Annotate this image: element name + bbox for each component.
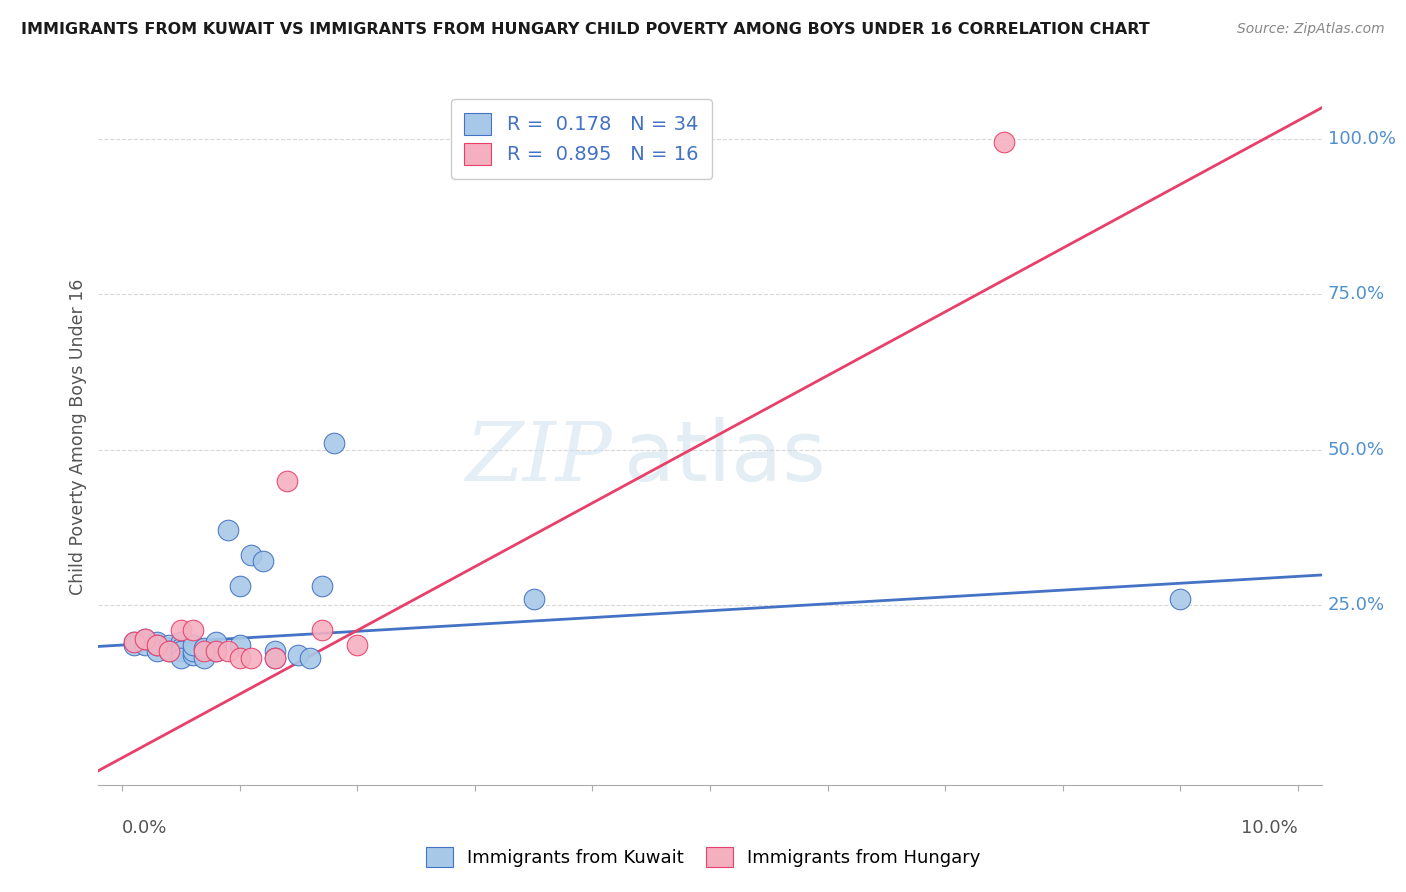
Point — [263, 650, 285, 665]
Point — [240, 548, 263, 562]
Point — [170, 641, 193, 656]
Point — [276, 474, 298, 488]
Point — [146, 638, 169, 652]
Point — [122, 635, 145, 649]
Point — [263, 644, 285, 658]
Text: 100.0%: 100.0% — [1327, 130, 1396, 148]
Point — [311, 623, 333, 637]
Point — [993, 135, 1015, 149]
Point — [193, 641, 215, 656]
Point — [122, 638, 145, 652]
Point — [228, 579, 250, 593]
Point — [228, 638, 250, 652]
Point — [146, 635, 169, 649]
Text: 25.0%: 25.0% — [1327, 596, 1385, 614]
Point — [217, 644, 239, 658]
Point — [287, 648, 309, 662]
Point — [322, 436, 344, 450]
Point — [193, 644, 215, 658]
Point — [170, 623, 193, 637]
Point — [228, 650, 250, 665]
Point — [146, 644, 169, 658]
Point — [346, 638, 368, 652]
Point — [157, 638, 180, 652]
Point — [205, 644, 228, 658]
Point — [134, 632, 156, 646]
Point — [170, 644, 193, 658]
Point — [263, 650, 285, 665]
Text: Source: ZipAtlas.com: Source: ZipAtlas.com — [1237, 22, 1385, 37]
Legend: Immigrants from Kuwait, Immigrants from Hungary: Immigrants from Kuwait, Immigrants from … — [419, 839, 987, 874]
Text: 75.0%: 75.0% — [1327, 285, 1385, 303]
Point — [157, 644, 180, 658]
Text: ZIP: ZIP — [465, 418, 612, 498]
Point — [157, 641, 180, 656]
Point — [217, 523, 239, 537]
Point — [240, 650, 263, 665]
Point — [170, 635, 193, 649]
Point — [523, 591, 546, 606]
Point — [181, 623, 204, 637]
Point — [146, 638, 169, 652]
Point — [299, 650, 322, 665]
Point — [122, 635, 145, 649]
Text: atlas: atlas — [624, 417, 827, 499]
Point — [134, 632, 156, 646]
Point — [1170, 591, 1192, 606]
Point — [252, 554, 274, 568]
Text: 0.0%: 0.0% — [122, 819, 167, 837]
Point — [311, 579, 333, 593]
Point — [181, 644, 204, 658]
Point — [181, 648, 204, 662]
Point — [134, 638, 156, 652]
Text: 50.0%: 50.0% — [1327, 441, 1385, 458]
Point — [193, 650, 215, 665]
Text: 10.0%: 10.0% — [1241, 819, 1298, 837]
Point — [205, 635, 228, 649]
Point — [170, 650, 193, 665]
Y-axis label: Child Poverty Among Boys Under 16: Child Poverty Among Boys Under 16 — [69, 279, 87, 595]
Text: IMMIGRANTS FROM KUWAIT VS IMMIGRANTS FROM HUNGARY CHILD POVERTY AMONG BOYS UNDER: IMMIGRANTS FROM KUWAIT VS IMMIGRANTS FRO… — [21, 22, 1150, 37]
Legend: R =  0.178   N = 34, R =  0.895   N = 16: R = 0.178 N = 34, R = 0.895 N = 16 — [451, 99, 713, 178]
Point — [205, 644, 228, 658]
Point — [181, 638, 204, 652]
Point — [157, 644, 180, 658]
